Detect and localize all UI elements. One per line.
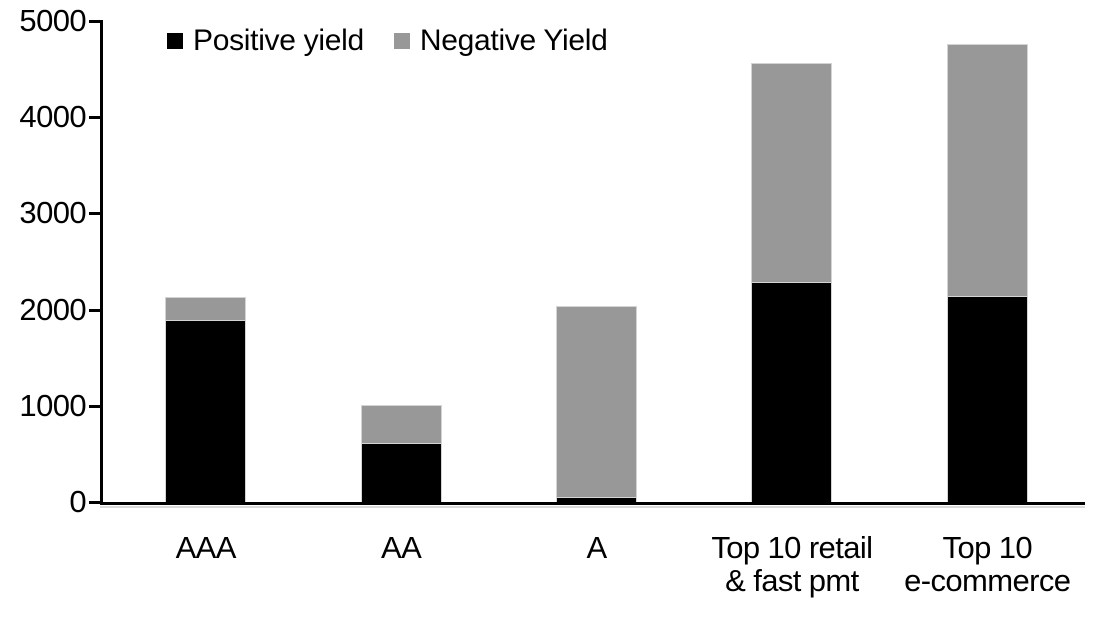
bar-segment-negative [752, 64, 832, 282]
legend-item: Positive yield [167, 25, 364, 57]
y-tick-label: 5000 [19, 3, 86, 38]
x-category-label-line: AAA [175, 530, 237, 565]
x-category-label-line: & fast pmt [725, 563, 859, 598]
bar-segment-positive [947, 296, 1027, 502]
legend-label: Negative Yield [419, 24, 608, 57]
bar-segment-negative [947, 45, 1027, 297]
bar-segment-positive [557, 497, 636, 502]
x-category-label: AAA [108, 531, 304, 564]
x-axis-line [100, 502, 1085, 505]
y-tick-mark [89, 404, 100, 408]
bar-segment-negative [166, 297, 246, 321]
bar-segment-positive [361, 442, 441, 502]
x-axis-shadow-line [100, 506, 1085, 508]
y-tick-label: 1000 [19, 387, 86, 423]
legend-item: Negative Yield [393, 24, 608, 57]
x-category-label-line: Top 10 [942, 530, 1033, 565]
y-tick-label: 2000 [19, 291, 86, 327]
y-tick-mark [89, 20, 100, 23]
y-tick-mark [89, 212, 100, 216]
x-category-label: Top 10 retail & fast pmt [694, 531, 890, 597]
y-tick-label: 4000 [19, 99, 86, 135]
x-category-label-line: A [586, 530, 607, 565]
legend-swatch-icon [393, 33, 410, 49]
y-tick-mark [89, 501, 100, 504]
y-tick-mark [89, 308, 100, 312]
bar-segment-positive [752, 281, 832, 502]
x-category-label: Top 10 e-commerce [889, 531, 1085, 597]
x-category-label-line: AA [381, 530, 422, 565]
x-category-label-line: e-commerce [904, 563, 1071, 598]
legend-label: Positive yield [193, 24, 364, 57]
x-category-label: AA [303, 531, 499, 564]
bar-segment-positive [166, 320, 246, 502]
bar-segment-negative [557, 306, 636, 498]
y-tick-label: 0 [69, 484, 86, 519]
x-category-label-line: Top 10 retail [711, 530, 873, 565]
y-axis-line [100, 20, 103, 505]
y-tick-label: 3000 [19, 195, 86, 231]
legend-swatch-icon [167, 33, 183, 49]
y-tick-mark [89, 116, 100, 120]
x-category-label: A [499, 531, 695, 564]
chart-legend: Positive yield Negative Yield [167, 24, 608, 57]
bar-segment-negative [361, 405, 441, 443]
